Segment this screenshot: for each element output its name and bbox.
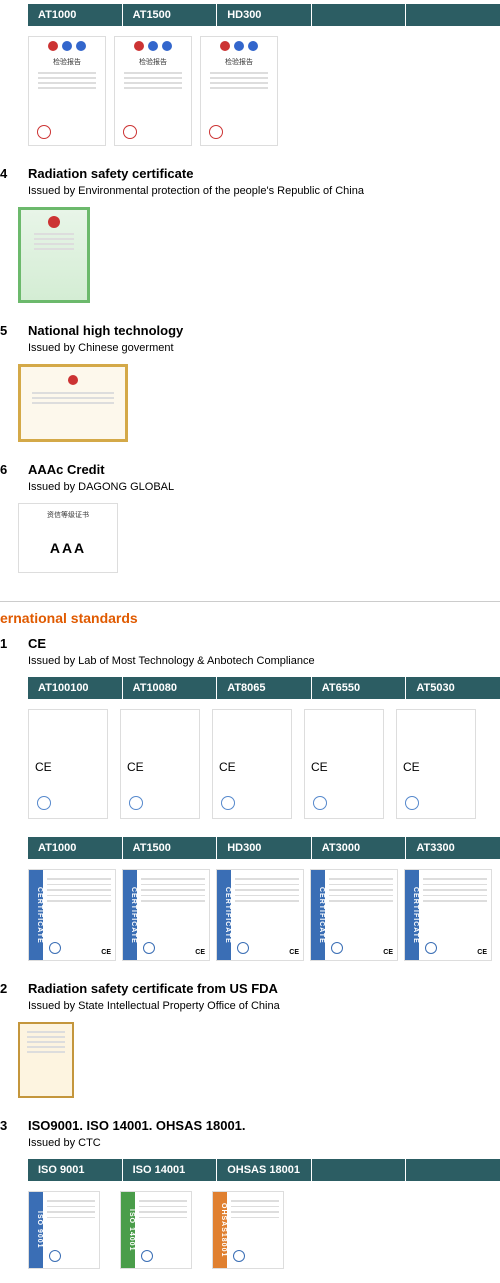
cert-thumbs-4 <box>0 203 500 317</box>
ce-thumb: CE <box>212 709 292 819</box>
section-num: 1 <box>0 636 14 651</box>
section-num: 2 <box>0 981 14 996</box>
header-cell: ISO 9001 <box>28 1159 123 1181</box>
header-cell: AT1000 <box>28 837 123 859</box>
header-cell: HD300 <box>217 837 312 859</box>
cert-thumbs-5 <box>0 360 500 456</box>
header-row-top: AT1000 AT1500 HD300 <box>28 4 500 26</box>
section-num: 6 <box>0 462 14 477</box>
cert-thumb: 检验报告 <box>28 36 106 146</box>
cert-thumb-green <box>18 207 90 303</box>
header-cell: AT3000 <box>312 837 407 859</box>
header-cell: AT1000 <box>28 4 123 26</box>
section-title: Radiation safety certificate from US FDA <box>28 981 278 996</box>
ce-thumb: CE <box>28 709 108 819</box>
ce-pair-thumb: CERTIFICATECE <box>216 869 304 961</box>
issued-by: Issued by DAGONG GLOBAL <box>0 477 500 499</box>
header-cell: AT3300 <box>406 837 500 859</box>
intl-3-row: 3 ISO9001. ISO 14001. OHSAS 18001. <box>0 1112 500 1133</box>
header-cell: AT100100 <box>28 677 123 699</box>
header-cell <box>406 4 500 26</box>
cert-thumb: 检验报告 <box>200 36 278 146</box>
issued-by: Issued by Environmental protection of th… <box>0 181 500 203</box>
issued-by: Issued by CTC <box>0 1133 500 1155</box>
iso-header: ISO 9001 ISO 14001 OHSAS 18001 <box>28 1159 500 1181</box>
section-num: 5 <box>0 323 14 338</box>
ce-thumb: CE <box>120 709 200 819</box>
header-cell <box>312 4 407 26</box>
header-cell <box>406 1159 500 1181</box>
intl-1-row: 1 CE <box>0 630 500 651</box>
cert-thumbs-fda <box>0 1018 500 1112</box>
header-cell: AT6550 <box>312 677 407 699</box>
issued-by: Issued by Chinese goverment <box>0 338 500 360</box>
ce-header-1: AT100100 AT10080 AT8065 AT6550 AT5030 <box>28 677 500 699</box>
header-cell: AT8065 <box>217 677 312 699</box>
section-num: 4 <box>0 166 14 181</box>
issued-by: Issued by State Intellectual Property Of… <box>0 996 500 1018</box>
section-5-row: 5 National high technology <box>0 317 500 338</box>
header-cell: AT5030 <box>406 677 500 699</box>
iso-thumb: OHSAS18001 <box>212 1191 284 1269</box>
iso-thumb: ISO 14001 <box>120 1191 192 1269</box>
header-cell <box>312 1159 407 1181</box>
intl-heading: ernational standards <box>0 601 500 630</box>
section-title: ISO9001. ISO 14001. OHSAS 18001. <box>28 1118 246 1133</box>
section-title: AAAc Credit <box>28 462 105 477</box>
iso-thumb: ISO 9001 <box>28 1191 100 1269</box>
issued-by: Issued by Lab of Most Technology & Anbot… <box>0 651 500 673</box>
cert-thumb-fda <box>18 1022 74 1098</box>
aaa-text: AAA <box>50 540 86 556</box>
intl-2-row: 2 Radiation safety certificate from US F… <box>0 975 500 996</box>
ce-pair-thumb: CERTIFICATECE <box>310 869 398 961</box>
ce-thumb: CE <box>396 709 476 819</box>
ce-pair-thumb: CERTIFICATECE <box>122 869 210 961</box>
cert-thumb-gold <box>18 364 128 442</box>
cert-thumbs-top: 检验报告 检验报告 检验报告 <box>28 32 500 160</box>
header-cell: HD300 <box>217 4 312 26</box>
cert-thumb-aaa: 资信等级证书 AAA <box>18 503 118 573</box>
cert-thumbs-6: 资信等级证书 AAA <box>0 499 500 587</box>
ce-thumbs-2: CERTIFICATECE CERTIFICATECE CERTIFICATEC… <box>28 865 500 975</box>
iso-thumbs: ISO 9001 ISO 14001 OHSAS18001 <box>28 1187 500 1283</box>
section-title: Radiation safety certificate <box>28 166 193 181</box>
header-cell: AT10080 <box>123 677 218 699</box>
section-4-row: 4 Radiation safety certificate <box>0 160 500 181</box>
header-cell: OHSAS 18001 <box>217 1159 312 1181</box>
header-cell: ISO 14001 <box>123 1159 218 1181</box>
section-6-row: 6 AAAc Credit <box>0 456 500 477</box>
ce-header-2: AT1000 AT1500 HD300 AT3000 AT3300 <box>28 837 500 859</box>
cert-thumb: 检验报告 <box>114 36 192 146</box>
header-cell: AT1500 <box>123 4 218 26</box>
ce-thumb: CE <box>304 709 384 819</box>
header-cell: AT1500 <box>123 837 218 859</box>
section-title: CE <box>28 636 46 651</box>
ce-pair-thumb: CERTIFICATECE <box>28 869 116 961</box>
ce-pair-thumb: CERTIFICATECE <box>404 869 492 961</box>
section-title: National high technology <box>28 323 183 338</box>
section-num: 3 <box>0 1118 14 1133</box>
ce-thumbs-1: CE CE CE CE CE <box>28 705 500 833</box>
